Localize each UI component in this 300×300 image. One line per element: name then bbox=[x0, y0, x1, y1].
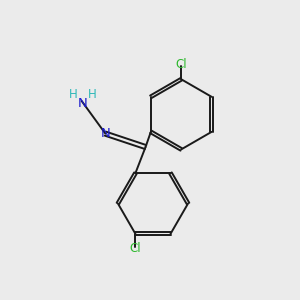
Text: Cl: Cl bbox=[176, 58, 187, 71]
Text: H: H bbox=[69, 88, 78, 101]
Text: H: H bbox=[88, 88, 97, 101]
Text: N: N bbox=[100, 127, 110, 140]
Text: N: N bbox=[78, 97, 88, 110]
Text: Cl: Cl bbox=[130, 242, 141, 255]
